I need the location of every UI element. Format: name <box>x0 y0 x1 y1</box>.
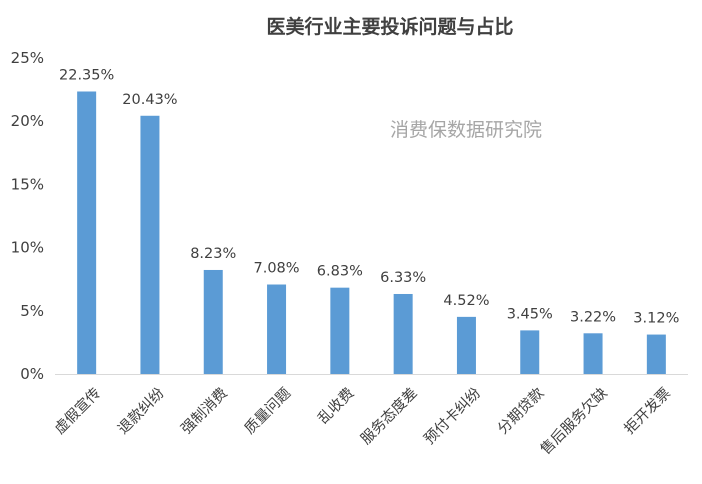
bar-5 <box>330 287 350 374</box>
watermark-text: 消费保数据研究院 <box>390 119 542 141</box>
bar-7 <box>456 316 476 374</box>
data-label: 22.35% <box>59 67 114 83</box>
bar-1 <box>77 91 97 374</box>
data-label: 6.33% <box>380 270 426 286</box>
axes: 0% 5% 10% 15% 20% 25% <box>11 49 688 383</box>
data-label: 3.22% <box>570 309 616 325</box>
category-labels: 虚假宣传 退款纠纷 强制消费 质量问题 乱收费 服务态度差 预付卡纠纷 分期贷款售后服务欠缺拒… <box>51 384 674 458</box>
data-label: 20.43% <box>122 92 177 108</box>
category-label: 预付卡纠纷 <box>421 384 485 448</box>
chart-title: 医美行业主要投诉问题与占比 <box>266 15 513 38</box>
bar-10 <box>646 334 666 374</box>
data-label: 6.83% <box>317 264 363 280</box>
category-label: 乱收费 <box>315 385 358 428</box>
bar-9 <box>583 333 603 374</box>
category-label: 分期贷款 <box>494 384 547 437</box>
y-tick-label: 25% <box>11 49 44 67</box>
bar-4 <box>267 284 287 374</box>
data-labels: 22.35% 20.43% 8.23% 7.08% 6.83% 6.33% 4.52% 3.4… <box>59 67 679 326</box>
category-label: 虚假宣传 <box>51 385 104 438</box>
data-label: 3.45% <box>507 306 553 322</box>
category-label: 服务态度差 <box>357 385 420 448</box>
data-label: 3.12% <box>633 311 679 327</box>
category-label: 强制消费 <box>178 385 231 438</box>
y-tick-label: 5% <box>20 302 44 320</box>
data-label: 4.52% <box>443 293 489 309</box>
data-label: 8.23% <box>190 246 236 262</box>
category-label: 售后服务欠缺 <box>537 384 611 458</box>
y-tick-label: 10% <box>11 239 44 257</box>
data-label: 7.08% <box>254 261 300 277</box>
bars <box>77 91 666 374</box>
bar-6 <box>393 293 413 374</box>
y-tick-label: 20% <box>11 112 44 130</box>
category-label: 退款纠纷 <box>115 384 168 437</box>
category-label: 质量问题 <box>241 385 294 438</box>
category-label: 拒开发票 <box>621 385 674 438</box>
bar-8 <box>520 330 540 374</box>
bar-2 <box>140 115 160 374</box>
y-tick-label: 0% <box>20 365 44 383</box>
y-tick-label: 15% <box>11 175 44 193</box>
bar-3 <box>203 269 223 374</box>
